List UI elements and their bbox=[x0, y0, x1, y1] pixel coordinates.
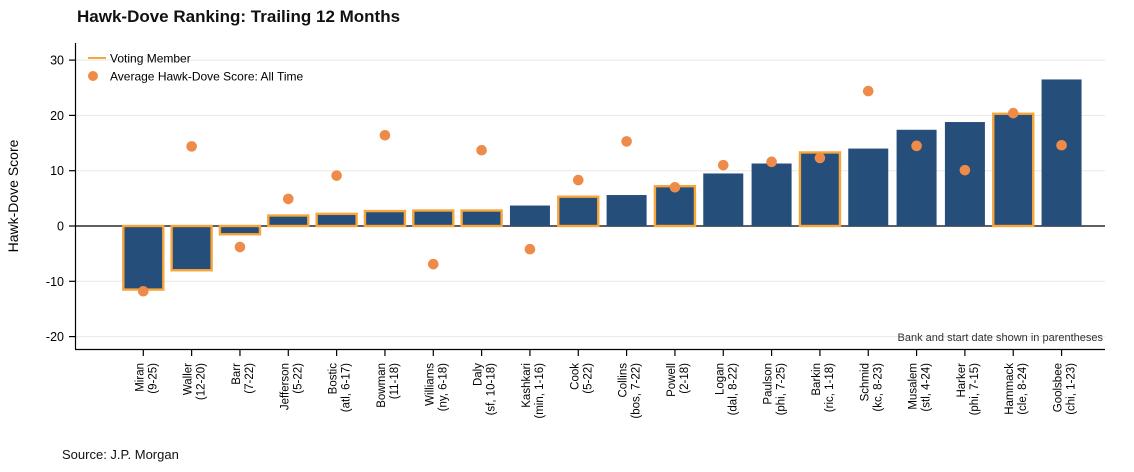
avg-dot bbox=[1056, 139, 1067, 151]
x-tick-label: Jefferson(5-22) bbox=[279, 363, 304, 410]
avg-dot bbox=[476, 144, 487, 156]
x-tick-label: Paulson(phi, 7-25) bbox=[763, 363, 788, 416]
avg-dot bbox=[427, 258, 439, 270]
avg-dot bbox=[524, 243, 536, 255]
x-tick-label: Cook(5-22) bbox=[569, 363, 594, 394]
x-tick-label: Logan(dal, 8-22) bbox=[714, 363, 739, 416]
bar bbox=[653, 184, 697, 228]
x-tick-label: Kashkari(min, 1-16) bbox=[521, 363, 546, 419]
x-tick-label: Goolsbee(chi, 1-23) bbox=[1053, 363, 1078, 415]
avg-dot bbox=[717, 159, 729, 171]
legend-label-voting-member: Voting Member bbox=[110, 52, 191, 66]
x-tick-label: Schmid(kc, 8-23) bbox=[859, 363, 884, 412]
y-tick-label: 10 bbox=[50, 164, 64, 178]
parentheses-note: Bank and start date shown in parentheses bbox=[898, 332, 1104, 344]
avg-dot bbox=[572, 174, 584, 186]
bar bbox=[557, 195, 600, 228]
bar bbox=[170, 224, 213, 272]
x-tick-label: Powell(2-18) bbox=[666, 363, 691, 397]
x-tick-label: Waller(12-20) bbox=[183, 363, 208, 400]
bar bbox=[267, 214, 310, 228]
bar bbox=[315, 212, 358, 228]
bar bbox=[218, 224, 262, 236]
legend-dot-swatch bbox=[88, 71, 98, 81]
x-tick-label: Collins(bos, 7-22) bbox=[618, 363, 643, 419]
y-axis-title: Hawk-Dove Score bbox=[5, 139, 21, 252]
x-tick-label: Daly(sf, 10-18) bbox=[473, 363, 498, 416]
avg-dot bbox=[282, 193, 294, 205]
avg-dot bbox=[1007, 107, 1019, 119]
bar bbox=[798, 151, 842, 228]
x-tick-label: Hammack(cle, 8-24) bbox=[1004, 363, 1029, 415]
chart-svg: 30 20 10 0 -10 -20 Miran(9-25) Waller(12-20) Bar… bbox=[5, 43, 1105, 419]
x-tick-label: Bowman(11-18) bbox=[376, 363, 401, 408]
bar bbox=[363, 209, 407, 228]
legend-label-average-score: Average Hawk-Dove Score: All Time bbox=[110, 70, 304, 84]
x-tick-label: Bostic(atl, 6-17) bbox=[328, 363, 353, 412]
bar bbox=[703, 173, 744, 226]
bar bbox=[122, 224, 165, 291]
bar bbox=[460, 209, 503, 228]
avg-dot bbox=[766, 156, 777, 168]
chart-title: Hawk-Dove Ranking: Trailing 12 Months bbox=[77, 7, 401, 26]
avg-dot bbox=[234, 241, 246, 253]
x-tick-label: Harker(phi, 7-15) bbox=[956, 363, 981, 416]
bar bbox=[751, 163, 792, 226]
x-tick-label: Musalem(stl, 4-24) bbox=[908, 363, 933, 412]
x-tick-label: Barkin(ric, 1-18) bbox=[811, 363, 836, 412]
bar bbox=[848, 148, 889, 226]
y-tick-label: 30 bbox=[50, 54, 64, 68]
avg-dot bbox=[814, 152, 826, 164]
avg-dot bbox=[138, 285, 149, 297]
bar bbox=[992, 112, 1035, 228]
bar bbox=[412, 209, 455, 228]
x-tick-label: Williams(ny, 6-18) bbox=[424, 363, 449, 412]
y-tick-label: -20 bbox=[46, 330, 64, 344]
avg-dot bbox=[379, 130, 391, 141]
avg-dot bbox=[621, 136, 632, 147]
source-text: Source: J.P. Morgan bbox=[62, 447, 179, 462]
y-tick-label: -10 bbox=[46, 275, 64, 289]
avg-dot bbox=[331, 170, 342, 181]
x-tick-label: Miran(9-25) bbox=[134, 363, 159, 394]
avg-dot bbox=[669, 181, 681, 193]
y-tick-label: 20 bbox=[50, 109, 64, 123]
bar bbox=[606, 195, 647, 226]
y-tick-label: 0 bbox=[57, 220, 64, 234]
bar bbox=[1041, 79, 1082, 226]
avg-dot bbox=[186, 141, 197, 152]
avg-dot bbox=[862, 85, 874, 97]
bar bbox=[509, 205, 550, 226]
avg-dot bbox=[959, 164, 971, 176]
avg-dot bbox=[911, 140, 922, 152]
x-tick-label: Barr(7-22) bbox=[231, 363, 256, 394]
